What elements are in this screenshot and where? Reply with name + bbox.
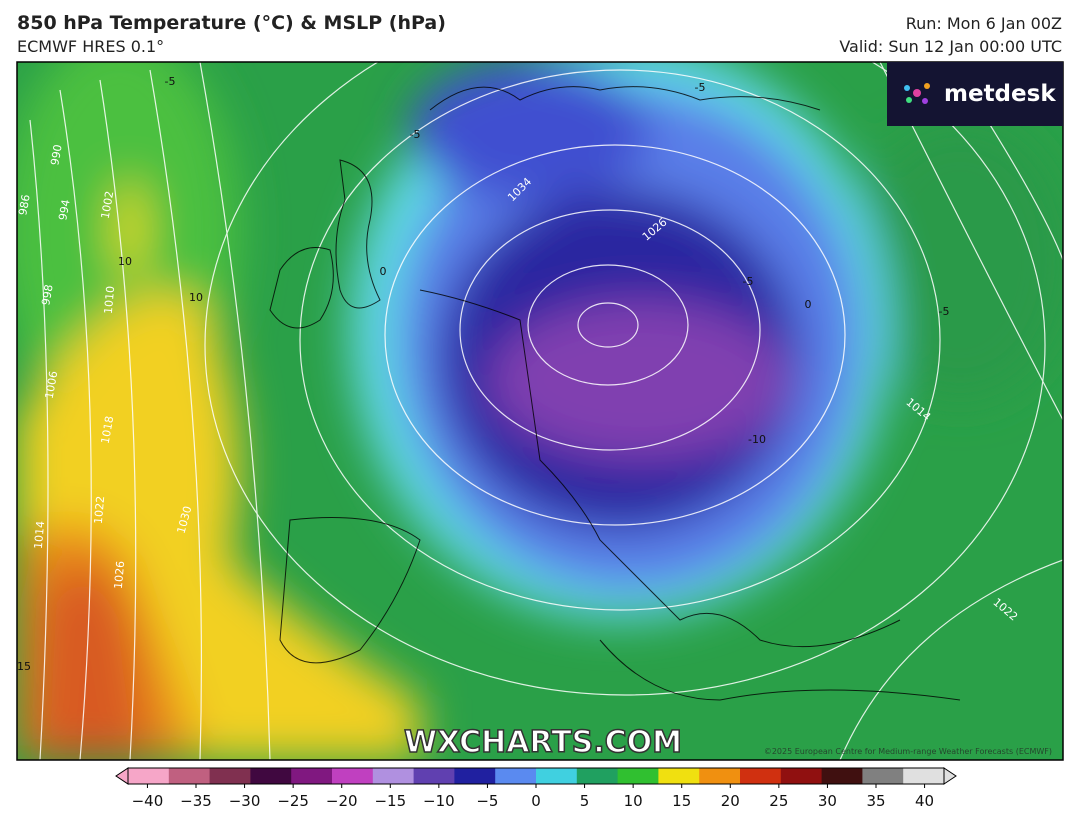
copyright: ©2025 European Centre for Medium-range W… <box>764 747 1052 756</box>
isotherm-label: 15 <box>17 660 31 673</box>
title: 850 hPa Temperature (°C) & MSLP (hPa) <box>17 12 446 34</box>
logo: metdesk <box>944 81 1056 107</box>
isobar-label: 1010 <box>102 285 117 314</box>
map-frame <box>16 61 1064 761</box>
colorbar-tick-label: 10 <box>624 792 643 810</box>
isotherm-label: -5 <box>165 75 176 88</box>
isobar-label: 1026 <box>112 560 127 589</box>
isobar-label: 994 <box>56 198 72 221</box>
colorbar-segment <box>250 768 292 784</box>
isotherm-label: -10 <box>748 433 766 446</box>
colorbar-end <box>943 767 957 785</box>
isobar-label: 998 <box>39 283 55 306</box>
colorbar-tick-label: −25 <box>277 792 309 810</box>
colorbar-tick-label: 30 <box>818 792 837 810</box>
isobar-label: 990 <box>48 143 64 166</box>
colorbar-segment <box>372 768 415 784</box>
colorbar-tick-label: 5 <box>580 792 590 810</box>
colorbar-segment <box>536 768 578 784</box>
colorbar-tick-label: 0 <box>531 792 541 810</box>
isobar-label: 1018 <box>99 415 117 445</box>
colorbar-segment <box>495 768 537 784</box>
valid-time: Valid: Sun 12 Jan 00:00 UTC <box>839 37 1062 56</box>
isobar-label: 1022 <box>92 495 107 524</box>
colorbar-segment <box>168 768 211 784</box>
colorbar-tick-label: −5 <box>476 792 498 810</box>
watermark: WXCHARTS.COM <box>404 725 682 760</box>
isotherm-label: 0 <box>805 298 812 311</box>
map-field <box>17 62 1063 760</box>
colorbar-tick-label: −15 <box>374 792 406 810</box>
isobar-label: 1006 <box>43 370 61 400</box>
isobar-label: 1002 <box>99 190 117 220</box>
colorbar-segment <box>740 768 782 784</box>
isobar-label: 986 <box>16 193 32 216</box>
colorbar-segment <box>780 768 823 784</box>
isotherm-label: -5 <box>743 275 754 288</box>
colorbar-tick-label: 20 <box>721 792 740 810</box>
isotherm-label: 10 <box>189 291 203 304</box>
isotherm-label: 0 <box>380 265 387 278</box>
colorbar-segment <box>658 768 700 784</box>
colorbar-tick-label: −30 <box>229 792 261 810</box>
colorbar-tick-label: −10 <box>423 792 455 810</box>
colorbar-tick-label: 35 <box>866 792 885 810</box>
isobar-label: 1014 <box>32 520 47 549</box>
colorbar-segment <box>291 768 333 784</box>
colorbar-segment <box>862 768 904 784</box>
colorbar-segment <box>617 768 659 784</box>
colorbar-segment <box>128 768 170 784</box>
colorbar-tick-label: 15 <box>672 792 691 810</box>
colorbar-tick-label: −35 <box>180 792 212 810</box>
isotherm-label: -5 <box>695 81 706 94</box>
logo-mark <box>904 83 930 104</box>
colorbar-tick-label: 40 <box>915 792 934 810</box>
colorbar-segment <box>821 768 863 784</box>
isotherm-label: 10 <box>118 255 132 268</box>
colorbar-segment <box>332 768 374 784</box>
colorbar-segment <box>699 768 741 784</box>
coastlines <box>269 86 961 701</box>
subtitle: ECMWF HRES 0.1° <box>17 37 165 56</box>
colorbar-segment <box>454 768 496 784</box>
colorbar-segment <box>209 768 251 784</box>
colorbar-end <box>115 767 129 785</box>
colorbar-tick-label: −40 <box>132 792 164 810</box>
colorbar-tick-label: 25 <box>769 792 788 810</box>
colorbar-tick-label: −20 <box>326 792 358 810</box>
isotherm-label: -5 <box>410 128 421 141</box>
colorbar-segment <box>903 768 945 784</box>
colorbar-segment <box>576 768 619 784</box>
colorbar-segment <box>413 768 455 784</box>
run-time: Run: Mon 6 Jan 00Z <box>905 14 1062 33</box>
isotherm-label: -5 <box>939 305 950 318</box>
